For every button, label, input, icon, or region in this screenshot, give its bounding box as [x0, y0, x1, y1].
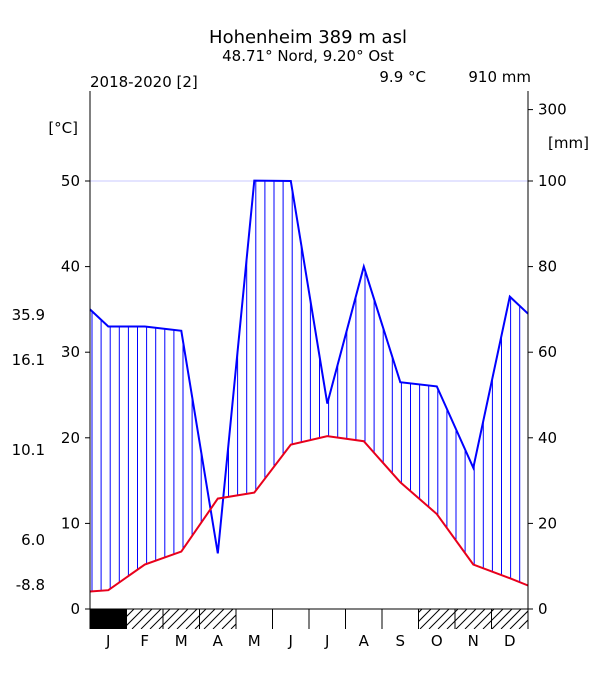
frost-hatch-line [167, 609, 189, 629]
frost-hatch-line [194, 609, 216, 629]
temperature-tick-label: 10 [61, 514, 80, 532]
frost-hatch-line [176, 609, 198, 629]
frost-hatch-line [239, 609, 261, 629]
frost-hatch-line [338, 609, 360, 629]
frost-hatch-line [131, 609, 153, 629]
frost-hatch-line [212, 609, 234, 629]
frost-hatch-line [410, 609, 432, 629]
frost-hatch-line [383, 609, 405, 629]
precipitation-tick-label: 20 [538, 514, 557, 532]
chart-subtitle: 48.71° Nord, 9.20° Ost [222, 47, 394, 65]
frost-hatch-line [266, 609, 288, 629]
month-label: F [140, 632, 149, 650]
frost-hatch-line [257, 609, 279, 629]
frost-hatch-line [428, 609, 450, 629]
frost-hatch-line [555, 609, 575, 629]
chart-plot-area: 0 10 20 30 40 50 0 20 40 60 80 100 300 35.9 16.1 10.1 6.… [12, 91, 575, 650]
precipitation-tick-label: 60 [538, 343, 557, 361]
frost-hatch-line [473, 609, 495, 629]
left-annotation: 6.0 [21, 531, 45, 549]
month-label: A [213, 632, 224, 650]
month-label: J [288, 632, 293, 650]
frost-hatch-line [275, 609, 297, 629]
frost-hatch-line [140, 609, 162, 629]
frost-hatch-line [248, 609, 270, 629]
frost-hatch-line [491, 609, 513, 629]
annual-precipitation-label: 910 mm [468, 68, 531, 86]
frost-hatch-line [320, 609, 342, 629]
frost-hatch-line [374, 609, 396, 629]
frost-hatch-line [464, 609, 486, 629]
month-label: N [468, 632, 479, 650]
month-label: J [324, 632, 329, 650]
frost-hatch-line [419, 609, 441, 629]
frost-hatch-line [509, 609, 528, 629]
frost-hatch-line [230, 609, 252, 629]
temperature-unit-label: [°C] [48, 119, 78, 137]
month-label: O [431, 632, 443, 650]
chart-title: Hohenheim 389 m asl [209, 27, 407, 48]
frost-hatch-line [158, 609, 180, 629]
temperature-tick-label: 50 [61, 172, 80, 190]
frost-hatch-line [455, 609, 477, 629]
frost-hatch-line [185, 609, 207, 629]
frost-hatch-line [149, 609, 171, 629]
month-label: M [175, 632, 188, 650]
precipitation-tick-label: 80 [538, 258, 557, 276]
precipitation-tick-label: 40 [538, 429, 557, 447]
frost-hatch-line [203, 609, 225, 629]
frost-hatch-line [356, 609, 378, 629]
month-label: A [359, 632, 370, 650]
frost-hatch-line [392, 609, 414, 629]
precipitation-tick-label: 300 [538, 101, 567, 119]
frost-hatch-line [293, 609, 315, 629]
precipitation-tick-label: 100 [538, 172, 567, 190]
frost-hatch-line [518, 609, 528, 629]
frost-hatch-line [126, 609, 135, 629]
certain-frost-block [90, 609, 127, 629]
left-annotation: -8.8 [16, 576, 45, 594]
mean-temperature-label: 9.9 °C [379, 68, 426, 86]
month-label: D [504, 632, 516, 650]
frost-hatch-line [546, 609, 566, 629]
month-label: S [395, 632, 405, 650]
precipitation-unit-label: [mm] [548, 134, 589, 152]
temperature-tick-label: 40 [61, 258, 80, 276]
frost-hatch-line [302, 609, 324, 629]
left-annotation: 10.1 [12, 441, 45, 459]
frost-hatch-line [221, 609, 243, 629]
frost-hatch-line [311, 609, 333, 629]
frost-hatch-line [365, 609, 387, 629]
frost-hatch-line [500, 609, 522, 629]
left-annotation: 16.1 [12, 351, 45, 369]
precipitation-tick-label: 0 [538, 600, 548, 618]
temperature-line [89, 435, 529, 593]
temperature-tick-label: 30 [61, 343, 80, 361]
frost-hatch-line [482, 609, 504, 629]
frost-hatch-line [329, 609, 351, 629]
temperature-tick-label: 20 [61, 429, 80, 447]
period-label: 2018-2020 [2] [90, 73, 198, 91]
month-label: M [248, 632, 261, 650]
left-annotation: 35.9 [12, 306, 45, 324]
month-label: J [105, 632, 110, 650]
frost-hatch-line [284, 609, 306, 629]
humid-hatching [91, 180, 521, 592]
frost-hatch-line [126, 609, 144, 629]
probable-frost-hatching [126, 609, 575, 629]
frost-hatch-line [347, 609, 369, 629]
temperature-tick-label: 0 [70, 600, 80, 618]
frost-hatch-line [446, 609, 468, 629]
precipitation-line [89, 179, 529, 554]
